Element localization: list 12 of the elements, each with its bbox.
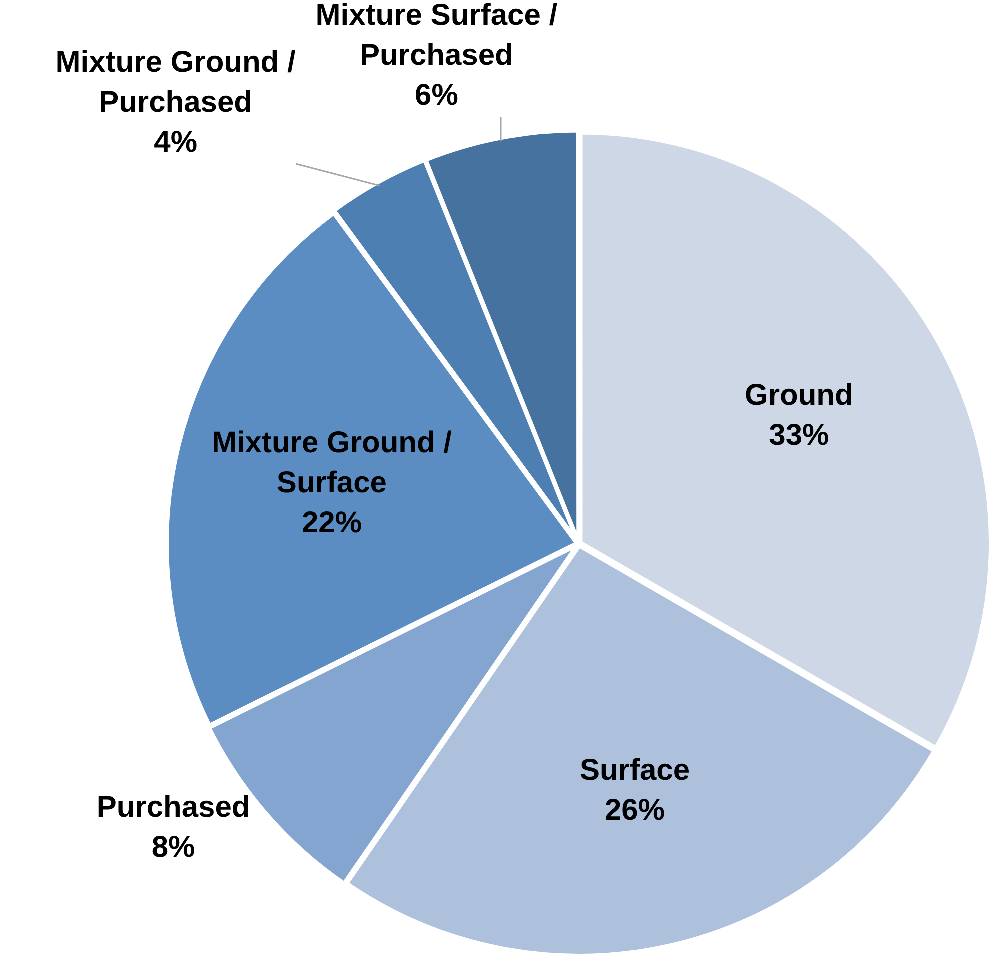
data-label: 6% <box>414 79 458 112</box>
data-label: 4% <box>154 126 198 160</box>
data-label: 22% <box>302 506 362 540</box>
slice-label: Ground <box>744 379 854 412</box>
data-label: 26% <box>604 794 666 828</box>
slice-label: Mixture Ground / Purchased <box>56 46 296 120</box>
slice-label: Purchased <box>96 791 250 824</box>
data-label: 33% <box>769 419 830 452</box>
slice-label: Mixture Surface / Purchased <box>316 0 558 72</box>
data-label: 8% <box>152 831 196 864</box>
slice-label: Surface <box>580 754 690 788</box>
slice-label: Mixture Ground / Surface <box>212 426 453 500</box>
